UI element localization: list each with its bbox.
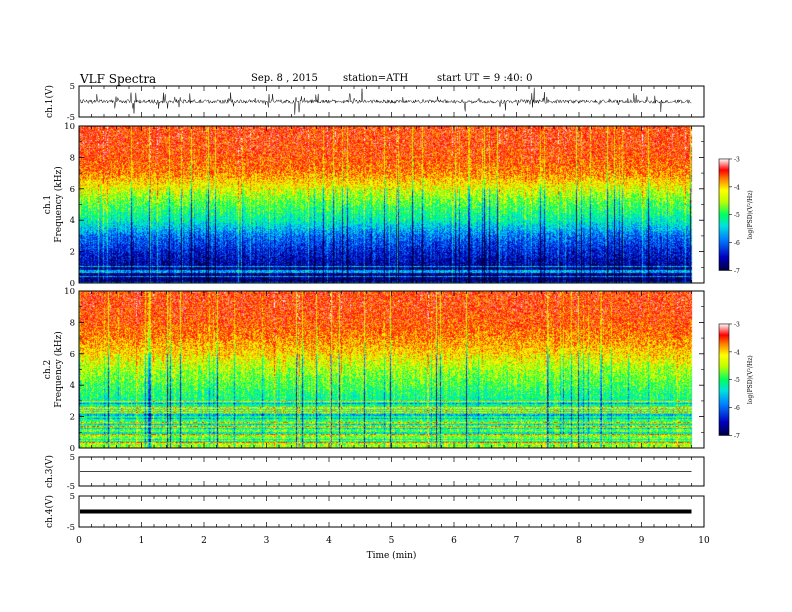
x-tick-label: 8 [576,536,582,546]
ch1-waveform-ytick-label: 5 [70,82,75,92]
ch3-waveform-ytick-label: -5 [67,482,75,492]
ch2-spectrogram-colorbar-tick-label: -4 [734,349,740,356]
ch2-spectrogram-colorbar-tick-label: -6 [734,405,740,412]
ch1-waveform-ytick-label: -5 [67,113,75,123]
ch3-waveform-ylabel: ch.3(V) [44,455,55,488]
ch1-waveform-ylabel: ch.1(V) [44,85,55,118]
ch1-spectrogram-image [79,126,704,283]
date-label: Sep. 8 , 2015 [251,73,318,84]
ch2-spectrogram-colorbar-tick-label: -3 [734,321,740,328]
ch2-spectrogram-ylabel: ch.2Frequency (kHz) [43,331,64,408]
ch2-spectrogram-colorbar-label: log(PSD)(V²/Hz) [747,355,754,404]
ch2-spectrogram-colorbar-tick-label: -7 [734,433,740,440]
x-tick-label: 2 [201,536,207,546]
ch4-waveform-ytick-label: 5 [70,492,75,502]
ch1-spectrogram-ytick-label: 10 [64,122,75,132]
x-tick-label: 4 [326,536,332,546]
ch2-spectrogram-ytick-label: 2 [70,413,75,423]
ch1-spectrogram-ylabel: ch.1Frequency (kHz) [43,166,64,243]
ch1-spectrogram-colorbar-tick-label: -7 [734,268,740,275]
ch2-spectrogram-ytick-label: 4 [70,381,75,391]
ch2-spectrogram-colorbar-tick-label: -5 [734,377,740,384]
ch4-waveform-ytick-label: -5 [67,523,75,533]
ch4-waveform-ylabel: ch.4(V) [44,495,55,528]
x-axis-label: Time (min) [367,550,417,561]
ch2-spectrogram-ytick-label: 10 [64,287,75,297]
x-tick-label: 0 [76,536,82,546]
x-tick-label: 3 [264,536,270,546]
ch1-spectrogram-colorbar-tick-label: -3 [734,156,740,163]
x-tick-label: 1 [139,536,145,546]
station-label: station=ATH [343,73,409,84]
ch1-waveform-line [79,87,692,115]
ch2-spectrogram-image [79,291,704,448]
ch1-spectrogram-ytick-label: 8 [70,153,75,163]
ch3-waveform-ytick-label: 5 [70,453,75,463]
ch1-spectrogram-ytick-label: 4 [70,216,75,226]
figure-title: VLF Spectra [80,72,157,86]
x-tick-label: 6 [451,536,457,546]
x-tick-label: 9 [639,536,645,546]
x-tick-label: 5 [389,536,395,546]
ch1-spectrogram-colorbar-label: log(PSD)(V²/Hz) [747,190,754,239]
x-tick-label: 7 [514,536,520,546]
x-tick-label: 10 [698,536,710,546]
start-time-label: start UT = 9 :40: 0 [437,73,533,84]
ch2-spectrogram-ytick-label: 8 [70,318,75,328]
ch1-spectrogram-ytick-label: 2 [70,248,75,258]
ch1-spectrogram-colorbar-tick-label: -4 [734,184,740,191]
ch1-spectrogram-colorbar-tick-label: -6 [734,240,740,247]
ch1-spectrogram-ytick-label: 6 [70,185,75,195]
ch1-spectrogram-colorbar-tick-label: -5 [734,212,740,219]
ch2-spectrogram-colorbar [718,323,730,436]
ch1-spectrogram-ytick-label: 0 [70,279,75,289]
ch2-spectrogram-ytick-label: 0 [70,444,75,454]
ch2-spectrogram-ytick-label: 6 [70,350,75,360]
ch1-spectrogram-colorbar [718,158,730,271]
